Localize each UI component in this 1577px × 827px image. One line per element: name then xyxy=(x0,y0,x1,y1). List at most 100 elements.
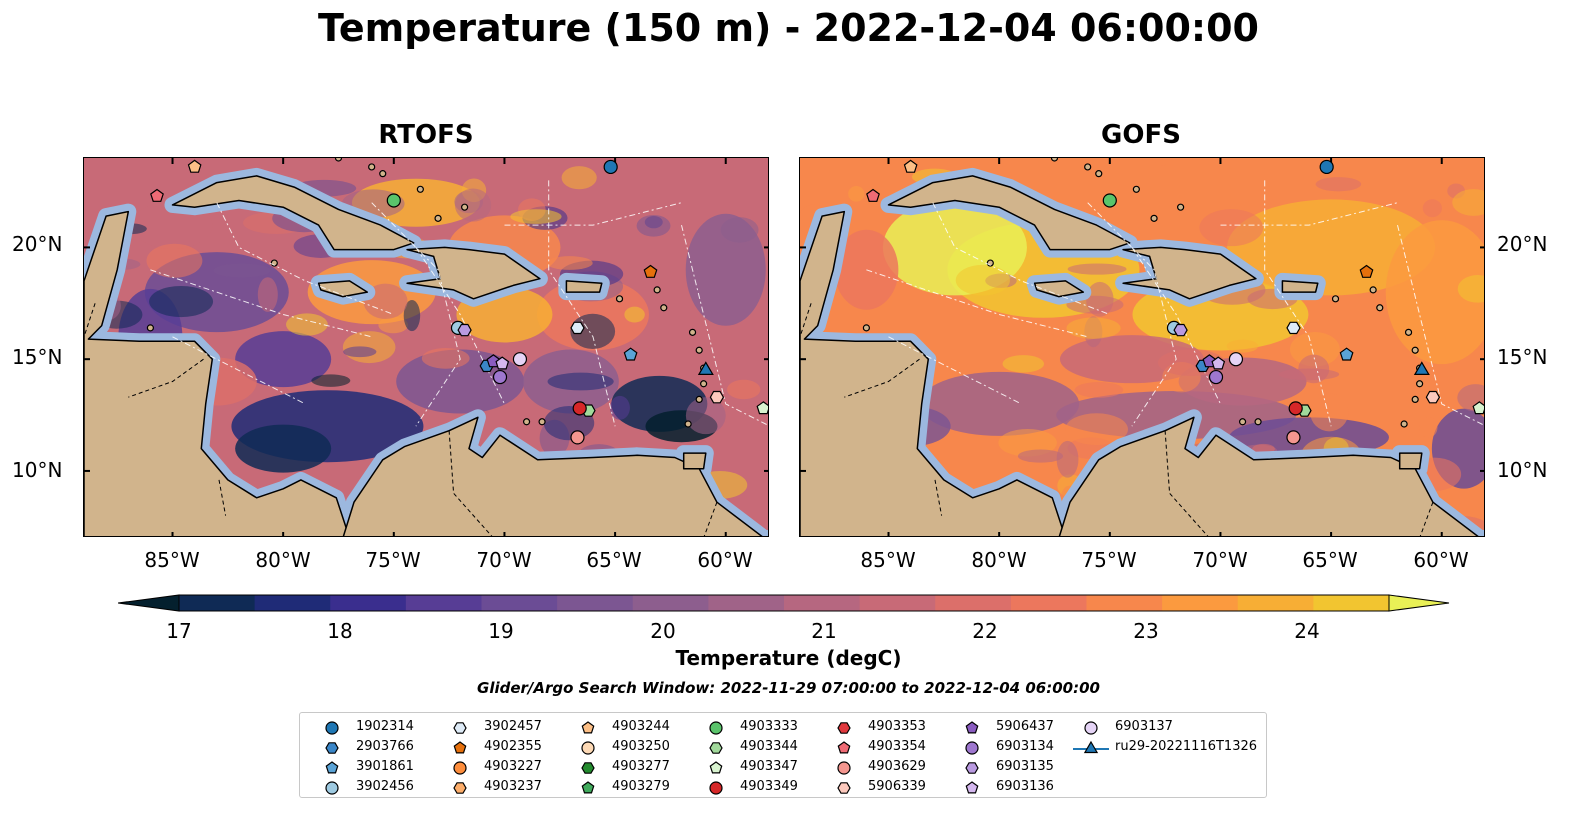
rtofs-map-svg xyxy=(84,158,768,536)
landmass xyxy=(1033,280,1085,298)
colorbar-tick: 19 xyxy=(488,619,514,643)
legend-marker xyxy=(325,781,339,795)
legend-marker xyxy=(709,721,723,735)
lat-label-10-left: 10°N xyxy=(12,458,63,482)
temperature-eddy xyxy=(561,166,597,190)
island xyxy=(1331,295,1340,303)
lon-label-80w: 80°W xyxy=(255,548,311,572)
temperature-eddy xyxy=(1289,332,1340,367)
colorbar-extend-high xyxy=(1388,594,1450,612)
legend-glider-icon xyxy=(1083,740,1099,754)
legend-label: 6903136 xyxy=(996,779,1054,794)
legend-label: 3902457 xyxy=(484,719,542,734)
legend-pentagon-icon xyxy=(581,721,595,734)
colorbar-tick: 22 xyxy=(972,619,998,643)
lat-label-10-right: 10°N xyxy=(1497,458,1548,482)
island xyxy=(1095,170,1103,178)
colorbar-segment xyxy=(254,595,331,611)
temperature-eddy xyxy=(955,264,1010,296)
legend-circle-icon xyxy=(965,741,979,755)
float-marker-6903137 xyxy=(512,352,528,367)
legend-marker xyxy=(325,761,339,774)
legend-circle-icon xyxy=(709,781,723,795)
legend-label: 4903347 xyxy=(740,759,798,774)
legend-circle-icon xyxy=(325,721,339,735)
colorbar-segment xyxy=(1086,595,1163,611)
eez-boundary xyxy=(172,336,306,405)
eez-boundary xyxy=(415,247,505,405)
temperature-eddy xyxy=(624,306,645,323)
legend-label: 3902456 xyxy=(356,779,414,794)
float-marker-4902355 xyxy=(1359,264,1374,278)
legend-hexagon-icon xyxy=(837,722,851,734)
legend-label: 4903353 xyxy=(868,719,926,734)
country-border xyxy=(1419,502,1434,536)
legend-circle-icon xyxy=(581,741,595,755)
island xyxy=(1050,158,1059,162)
float-marker-4903347 xyxy=(756,401,768,415)
legend-label: 3901861 xyxy=(356,759,414,774)
float-marker-6903135 xyxy=(1173,323,1188,337)
legend-marker xyxy=(837,761,851,775)
rtofs-map[interactable] xyxy=(83,157,769,537)
island xyxy=(660,304,668,312)
legend-marker xyxy=(453,722,467,734)
colorbar-outline xyxy=(178,594,1390,612)
eez-boundary xyxy=(1087,202,1177,427)
country-border xyxy=(218,479,227,516)
temperature-patch xyxy=(235,331,332,388)
temperature-eddy xyxy=(1298,354,1330,384)
landmass xyxy=(800,210,1066,536)
legend-pentagon-icon xyxy=(453,741,467,754)
lon-label-70w: 70°W xyxy=(476,548,532,572)
country-border xyxy=(844,358,920,398)
temperature-eddy xyxy=(1422,199,1442,218)
float-marker-6903137 xyxy=(1228,352,1244,367)
colorbar-segment xyxy=(405,595,482,611)
colorbar-tick: 20 xyxy=(650,619,676,643)
island xyxy=(688,328,697,336)
legend-marker xyxy=(709,742,723,754)
legend-label: 4903250 xyxy=(612,739,670,754)
country-border xyxy=(800,303,812,337)
island xyxy=(461,203,469,211)
legend-marker xyxy=(1084,721,1098,735)
temperature-eddy xyxy=(685,397,726,435)
legend-label: 4902355 xyxy=(484,739,542,754)
legend-marker xyxy=(837,741,851,754)
legend-marker xyxy=(325,742,339,754)
legend-label: 4903279 xyxy=(612,779,670,794)
temperature-patch xyxy=(1385,220,1484,365)
gofs-map-svg xyxy=(800,158,1484,536)
colorbar-segment xyxy=(1162,595,1239,611)
legend-label: 4903629 xyxy=(868,759,926,774)
legend-marker xyxy=(965,741,979,755)
float-marker-4903347 xyxy=(1472,401,1484,415)
island xyxy=(862,324,870,332)
legend-label: 4903354 xyxy=(868,739,926,754)
legend-marker xyxy=(581,762,595,774)
float-marker-4903354 xyxy=(150,188,164,202)
temperature-eddy xyxy=(403,299,421,332)
legend-pentagon-icon xyxy=(325,761,339,774)
temperature-eddy xyxy=(546,256,593,270)
temperature-eddy xyxy=(146,243,203,278)
landmass xyxy=(171,175,415,251)
colorbar-tick: 17 xyxy=(166,619,192,643)
colorbar-tick: 24 xyxy=(1294,619,1320,643)
legend-marker xyxy=(453,761,467,775)
float-marker-4903349 xyxy=(1288,401,1303,416)
legend-marker xyxy=(837,722,851,734)
island xyxy=(538,418,546,426)
temperature-eddy xyxy=(636,214,671,237)
island xyxy=(1369,286,1377,294)
lon-label-85w: 85°W xyxy=(144,548,200,572)
eez-boundary xyxy=(216,202,394,315)
island xyxy=(1238,418,1247,426)
country-border xyxy=(703,502,718,536)
gofs-map[interactable] xyxy=(799,157,1485,537)
eez-boundary xyxy=(866,269,1088,338)
temperature-eddy xyxy=(1002,355,1045,373)
legend-hexagon-icon xyxy=(453,782,467,794)
search-window-text: Glider/Argo Search Window: 2022-11-29 07… xyxy=(477,679,1100,697)
